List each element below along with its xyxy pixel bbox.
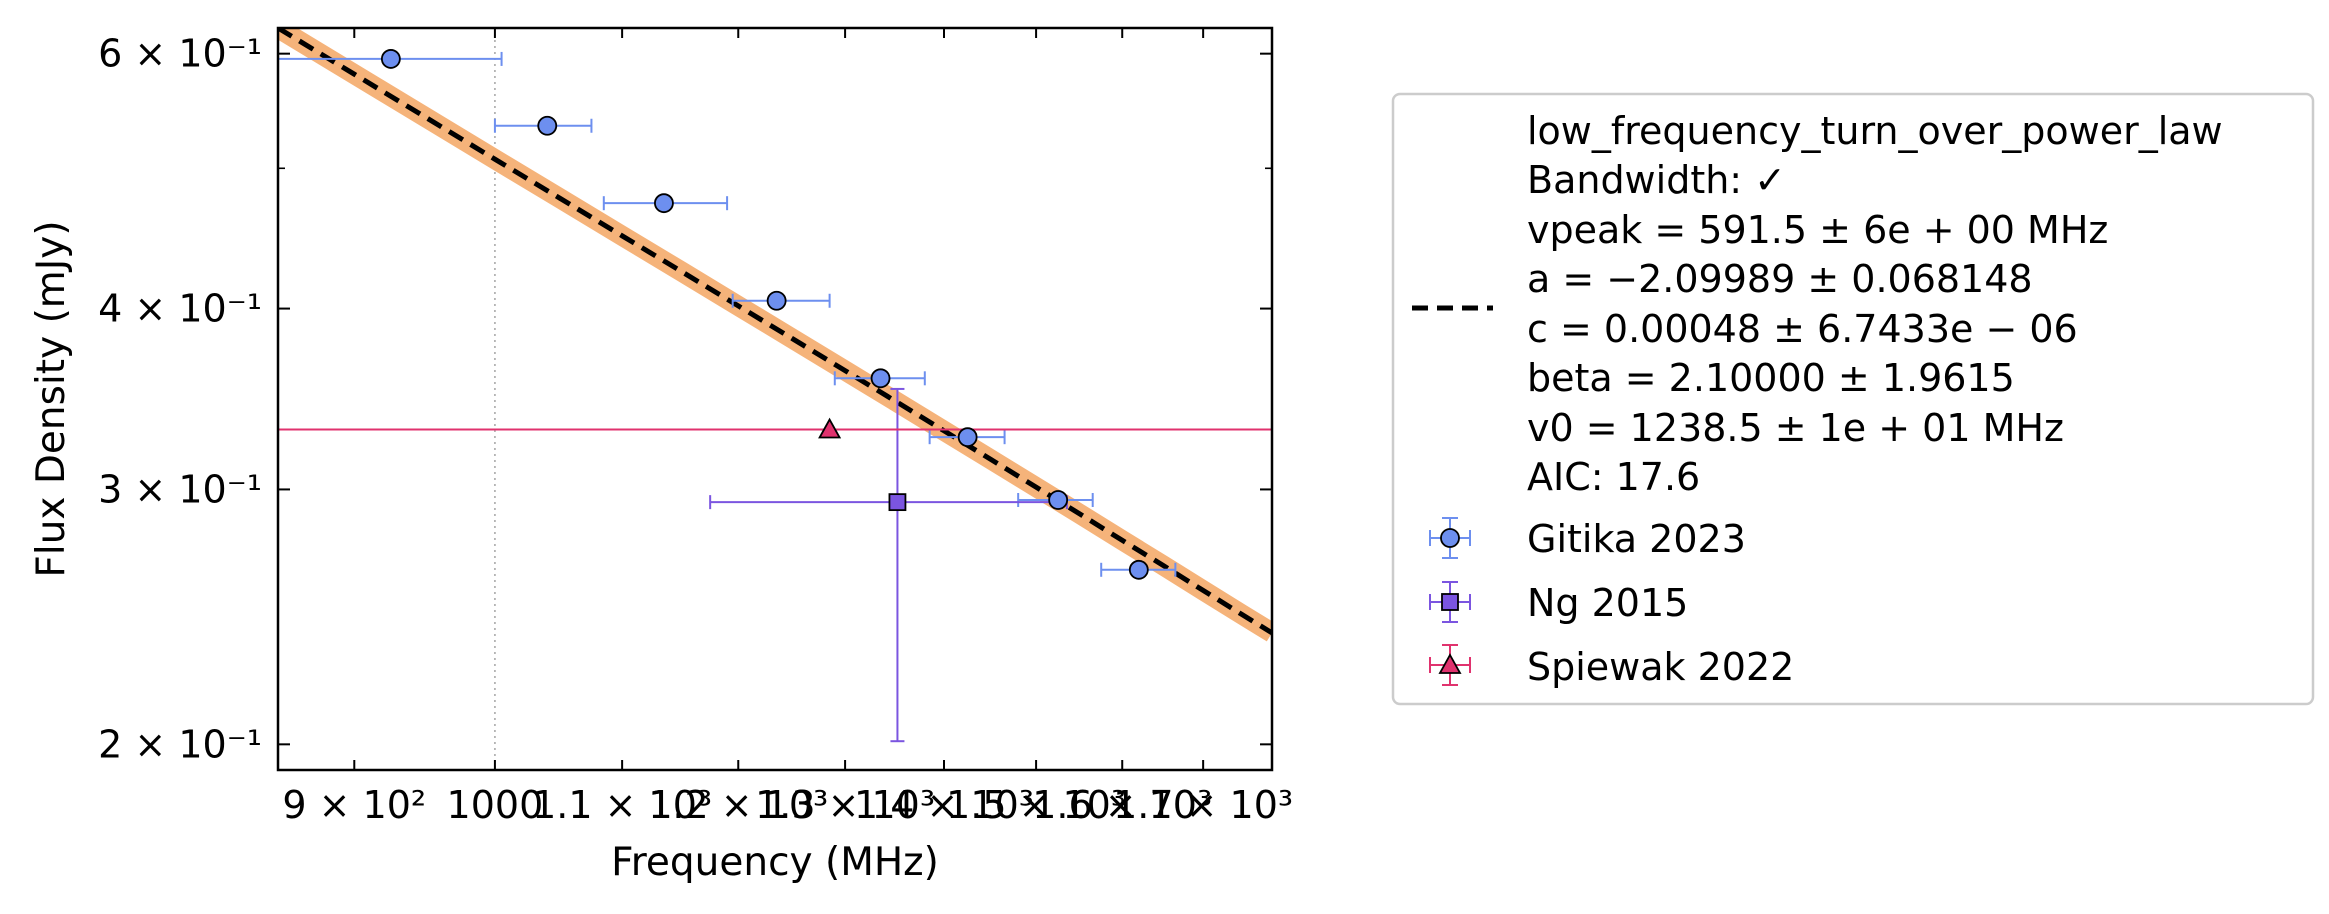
legend-fit-c: c = 0.00048 ± 6.7433e − 06 — [1527, 307, 2078, 351]
fit-layer — [278, 28, 1272, 642]
legend-fit-beta: beta = 2.10000 ± 1.9615 — [1527, 356, 2015, 400]
legend-fit-vpeak: vpeak = 591.5 ± 6e + 00 MHz — [1527, 208, 2108, 252]
legend-fit-a: a = −2.09989 ± 0.068148 — [1527, 257, 2033, 301]
x-tick-label: 1.4 × 10³ — [854, 783, 1034, 827]
point-spiewak-2022 — [818, 417, 842, 439]
x-tick-label: 1.6 × 10³ — [1032, 783, 1212, 827]
legend-fit-v0: v0 = 1238.5 ± 1e + 01 MHz — [1527, 406, 2064, 450]
plot-frame — [276, 26, 1274, 772]
legend-swatch-ng — [1429, 581, 1471, 623]
point-ng-2015 — [888, 493, 907, 512]
legend-label-gitika: Gitika 2023 — [1527, 517, 1746, 561]
legend-label-ng: Ng 2015 — [1527, 581, 1688, 625]
y-axis-label: Flux Density (mJy) — [29, 220, 74, 577]
legend: low_frequency_turn_over_power_law Bandwi… — [1391, 92, 2315, 706]
x-tick-label: 9 × 10² — [282, 783, 426, 827]
x-tick-label: 1000 — [447, 783, 544, 827]
legend-fit-aic: AIC: 17.6 — [1527, 455, 1700, 499]
y-tick-label: 4 × 10⁻¹ — [98, 287, 262, 331]
fit-line — [278, 28, 1272, 636]
legend-swatch-gitika — [1429, 517, 1471, 559]
x-tick-label: 1.2 × 10³ — [648, 783, 828, 827]
point-gitika-2023 — [1128, 559, 1149, 580]
legend-label-spiewak: Spiewak 2022 — [1527, 645, 1794, 689]
point-gitika-2023 — [537, 115, 558, 136]
x-tick-label: 1.3 × 10³ — [755, 783, 935, 827]
point-gitika-2023 — [380, 49, 401, 69]
y-tick-label: 6 × 10⁻¹ — [98, 32, 262, 76]
point-gitika-2023 — [654, 193, 674, 214]
x-axis-label: Frequency (MHz) — [611, 840, 939, 885]
point-gitika-2023 — [870, 368, 891, 389]
legend-fit-bandwidth: Bandwidth: ✓ — [1527, 158, 1786, 202]
x-tick-label: 1.7 × 10³ — [1113, 783, 1293, 827]
plot-area — [278, 28, 1272, 770]
y-tick-label: 2 × 10⁻¹ — [98, 722, 262, 766]
legend-swatch-spiewak — [1429, 644, 1471, 686]
point-gitika-2023 — [1048, 490, 1069, 510]
y-tick-label: 3 × 10⁻¹ — [98, 467, 262, 511]
legend-frame — [1391, 92, 2315, 706]
marker-layer — [380, 49, 1149, 580]
point-gitika-2023 — [957, 427, 978, 448]
point-gitika-2023 — [766, 290, 787, 311]
x-tick-label: 1.1 × 10³ — [532, 783, 712, 827]
x-tick-label: 1.5 × 10³ — [946, 783, 1126, 827]
legend-fit-name: low_frequency_turn_over_power_law — [1527, 109, 2223, 153]
